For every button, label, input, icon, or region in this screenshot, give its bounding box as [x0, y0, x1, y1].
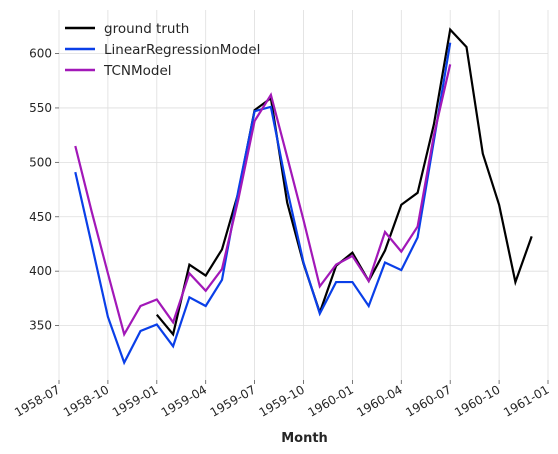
y-tick-label: 450 [29, 210, 52, 224]
x-tick-label: 1959-04 [159, 382, 209, 419]
y-tick-label: 350 [29, 319, 52, 333]
series-lines [74, 27, 533, 366]
x-tick-label: 1958-07 [12, 382, 62, 419]
x-tick-label: 1960-04 [354, 382, 404, 419]
x-tick-label: 1960-07 [403, 382, 453, 419]
x-tick-label: 1960-10 [452, 382, 502, 419]
series-line-1 [74, 42, 452, 366]
legend-label-1: LinearRegressionModel [104, 42, 260, 58]
x-tick-label: 1961-01 [501, 382, 551, 419]
legend-label-2: TCNModel [103, 63, 172, 79]
x-tick-label: 1958-10 [61, 382, 111, 419]
y-tick-label: 550 [29, 101, 52, 115]
x-tick-label: 1959-01 [110, 382, 160, 419]
x-tick-labels: 1958-071958-101959-011959-041959-071959-… [12, 382, 551, 419]
y-tick-label: 500 [29, 155, 52, 169]
y-tick-labels: 350 400 450 500 550 600 [29, 47, 52, 333]
axes [55, 53, 549, 384]
x-tick-label: 1960-01 [305, 382, 355, 419]
series-line-2 [74, 64, 452, 338]
y-tick-label: 400 [29, 264, 52, 278]
x-axis-label: Month [281, 431, 328, 446]
x-tick-label: 1959-10 [257, 382, 307, 419]
series-line-0 [155, 27, 533, 337]
x-tick-label: 1959-07 [208, 382, 258, 419]
y-tick-label: 600 [29, 47, 52, 61]
legend-label-0: ground truth [104, 21, 189, 37]
legend: ground truth LinearRegressionModel TCNMode… [65, 21, 260, 79]
